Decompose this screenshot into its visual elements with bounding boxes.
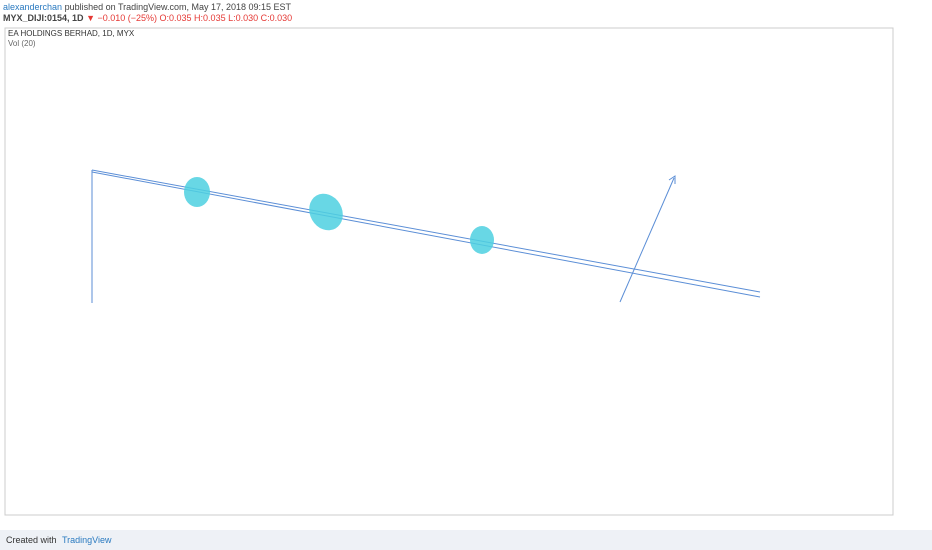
header: alexanderchan published on TradingView.c…: [3, 2, 292, 24]
ohlc: O:0.035 H:0.035 L:0.030 C:0.030: [159, 13, 293, 23]
chart-title: EA HOLDINGS BERHAD, 1D, MYX: [8, 29, 135, 38]
footer: Created with TradingView: [0, 530, 932, 550]
chart: EA HOLDINGS BERHAD, 1D, MYX Vol (20): [4, 27, 894, 516]
symbol: MYX_DIJI:0154, 1D: [3, 13, 84, 23]
plot-frame: [4, 27, 894, 516]
brand[interactable]: TradingView: [62, 535, 112, 545]
change: ▼ −0.010 (−25%): [86, 13, 158, 23]
published: published on TradingView.com, May 17, 20…: [64, 2, 292, 12]
created: Created with: [6, 535, 57, 545]
drawings: [91, 169, 761, 303]
volume-label: Vol (20): [8, 39, 36, 48]
user[interactable]: alexanderchan: [3, 2, 63, 12]
